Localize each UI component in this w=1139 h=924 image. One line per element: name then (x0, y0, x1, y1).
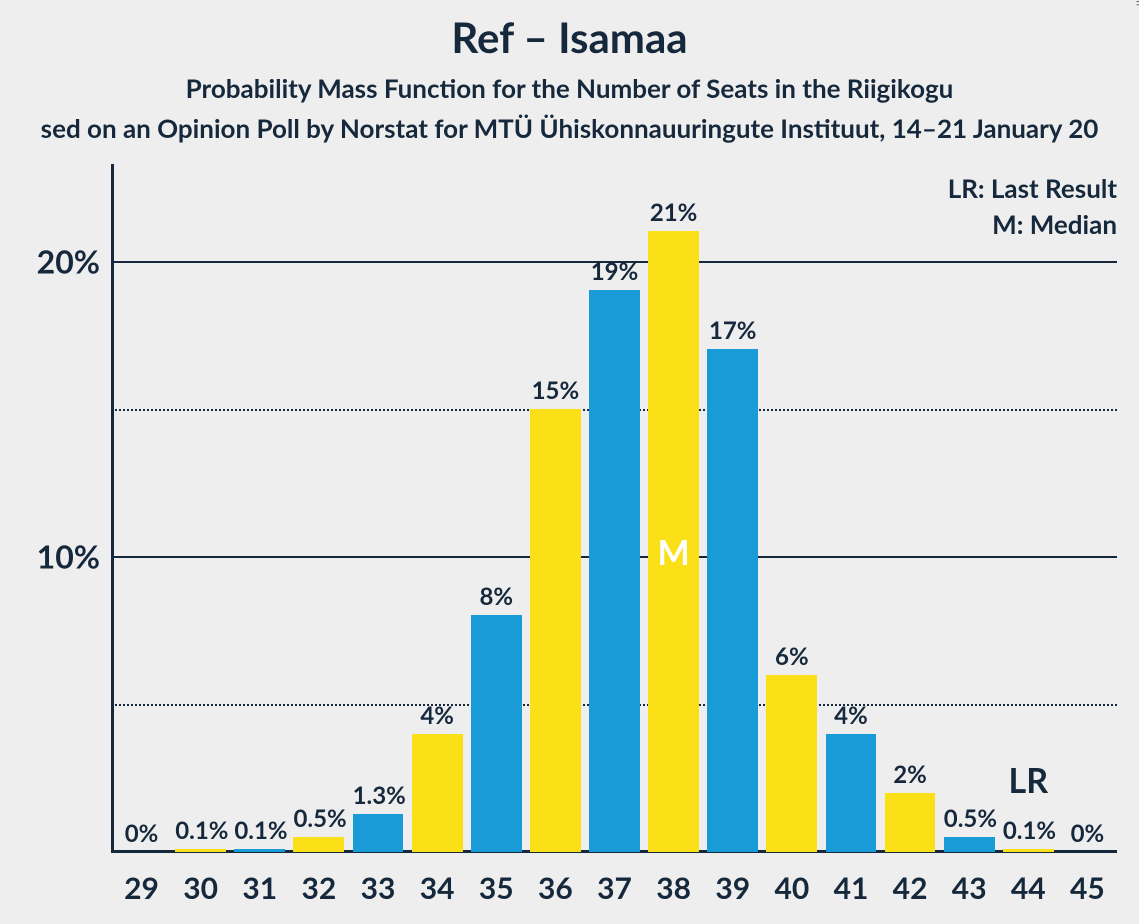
x-tick-label: 34 (420, 870, 455, 906)
x-tick-label: 36 (538, 870, 573, 906)
bar: 15% (530, 409, 581, 852)
bar-value-label: 0.1% (1003, 816, 1054, 845)
bar-value-label: 0.5% (944, 804, 995, 833)
bar: 4% (412, 734, 463, 852)
bar: 0.1% (234, 849, 285, 852)
bar-value-label: 0.1% (175, 816, 226, 845)
x-tick-label: 41 (834, 870, 869, 906)
y-tick-label: 10% (37, 537, 100, 576)
x-tick-label: 40 (774, 870, 809, 906)
x-tick-label: 45 (1070, 870, 1105, 906)
bar-value-label: 19% (589, 257, 640, 286)
bar: 0.5% (944, 837, 995, 852)
x-tick-label: 32 (302, 870, 337, 906)
chart-subtitle: Probability Mass Function for the Number… (0, 72, 1139, 104)
copyright-notice: © 2019 Filip van Laenen (1133, 0, 1139, 6)
x-tick-label: 42 (893, 870, 928, 906)
bar-value-label: 17% (707, 316, 758, 345)
bar-value-label: 0% (1062, 819, 1113, 848)
bar: 0.1% (1003, 849, 1054, 852)
plot-area: 10%20%LR: Last ResultM: Median0%290.1%30… (112, 172, 1117, 852)
bar: 17% (707, 349, 758, 852)
y-tick-label: 20% (37, 241, 100, 280)
bar: 6% (766, 675, 817, 852)
legend-median: M: Median (992, 208, 1117, 240)
pmf-chart: Ref – Isamaa Probability Mass Function f… (0, 0, 1139, 924)
bar-value-label: 1.3% (353, 781, 404, 810)
bar: 0.5% (293, 837, 344, 852)
bar: 1.3% (353, 814, 404, 852)
chart-source-line: sed on an Opinion Poll by Norstat for MT… (0, 112, 1139, 144)
bar: 8% (471, 615, 522, 852)
x-tick-label: 44 (1011, 870, 1046, 906)
x-tick-label: 30 (183, 870, 218, 906)
bar-value-label: 6% (766, 642, 817, 671)
bar-value-label: 21% (648, 198, 699, 227)
bar-value-label: 8% (471, 582, 522, 611)
x-tick-label: 37 (597, 870, 632, 906)
x-tick-label: 29 (124, 870, 159, 906)
chart-title: Ref – Isamaa (0, 12, 1139, 62)
bar: 19% (589, 290, 640, 852)
median-marker: M (658, 532, 690, 573)
y-axis (111, 164, 114, 852)
bar: 4% (826, 734, 877, 852)
x-tick-label: 33 (361, 870, 396, 906)
x-tick-label: 38 (656, 870, 691, 906)
bar-value-label: 2% (885, 760, 936, 789)
bar-value-label: 0.1% (234, 816, 285, 845)
bar-value-label: 15% (530, 376, 581, 405)
bar-value-label: 4% (412, 701, 463, 730)
legend-last-result: LR: Last Result (948, 172, 1117, 204)
bar-value-label: 0% (116, 819, 167, 848)
x-tick-label: 31 (242, 870, 277, 906)
x-tick-label: 35 (479, 870, 514, 906)
bar-value-label: 4% (826, 701, 877, 730)
bar: 0.1% (175, 849, 226, 852)
x-tick-label: 43 (952, 870, 987, 906)
bar: 2% (885, 793, 936, 852)
x-tick-label: 39 (715, 870, 750, 906)
bar-value-label: 0.5% (293, 804, 344, 833)
last-result-marker: LR (1009, 760, 1049, 801)
